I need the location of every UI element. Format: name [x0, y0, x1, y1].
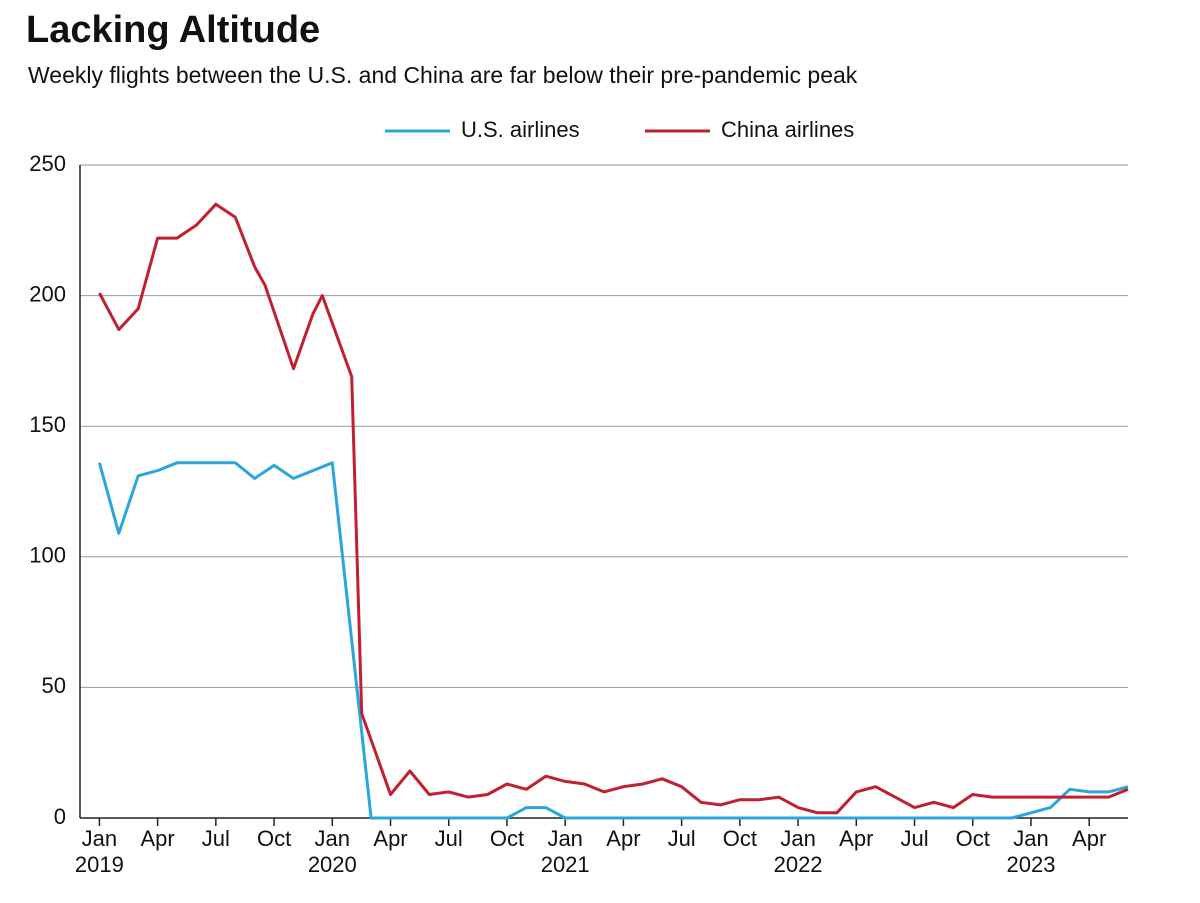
x-year-label: 2023 — [1006, 852, 1055, 877]
x-tick-label: Jul — [435, 826, 463, 851]
y-tick-label: 50 — [42, 673, 66, 698]
x-tick-label: Oct — [956, 826, 990, 851]
y-tick-label: 100 — [29, 543, 66, 568]
x-year-label: 2021 — [541, 852, 590, 877]
series-line — [97, 461, 1129, 820]
x-tick-label: Jul — [900, 826, 928, 851]
x-tick-label: Apr — [141, 826, 175, 851]
y-tick-label: 200 — [29, 281, 66, 306]
x-tick-label: Oct — [723, 826, 757, 851]
x-tick-label: Apr — [606, 826, 640, 851]
x-tick-label: Oct — [490, 826, 524, 851]
y-tick-label: 250 — [29, 151, 66, 176]
x-tick-label: Jan — [315, 826, 350, 851]
y-tick-label: 0 — [54, 804, 66, 829]
x-year-label: 2022 — [774, 852, 823, 877]
x-tick-label: Jan — [82, 826, 117, 851]
chart-subtitle: Weekly flights between the U.S. and Chin… — [28, 62, 858, 88]
series-line — [98, 202, 1129, 815]
x-tick-label: Apr — [839, 826, 873, 851]
legend-label: U.S. airlines — [461, 117, 580, 142]
x-tick-label: Jan — [780, 826, 815, 851]
chart-title: Lacking Altitude — [26, 9, 320, 51]
x-tick-label: Jan — [1013, 826, 1048, 851]
x-tick-label: Apr — [373, 826, 407, 851]
x-tick-label: Jul — [202, 826, 230, 851]
x-year-label: 2020 — [308, 852, 357, 877]
legend-label: China airlines — [721, 117, 854, 142]
x-tick-label: Jul — [668, 826, 696, 851]
y-tick-label: 150 — [29, 412, 66, 437]
x-tick-label: Jan — [547, 826, 582, 851]
x-year-label: 2019 — [75, 852, 124, 877]
x-tick-label: Apr — [1072, 826, 1106, 851]
x-tick-label: Oct — [257, 826, 291, 851]
